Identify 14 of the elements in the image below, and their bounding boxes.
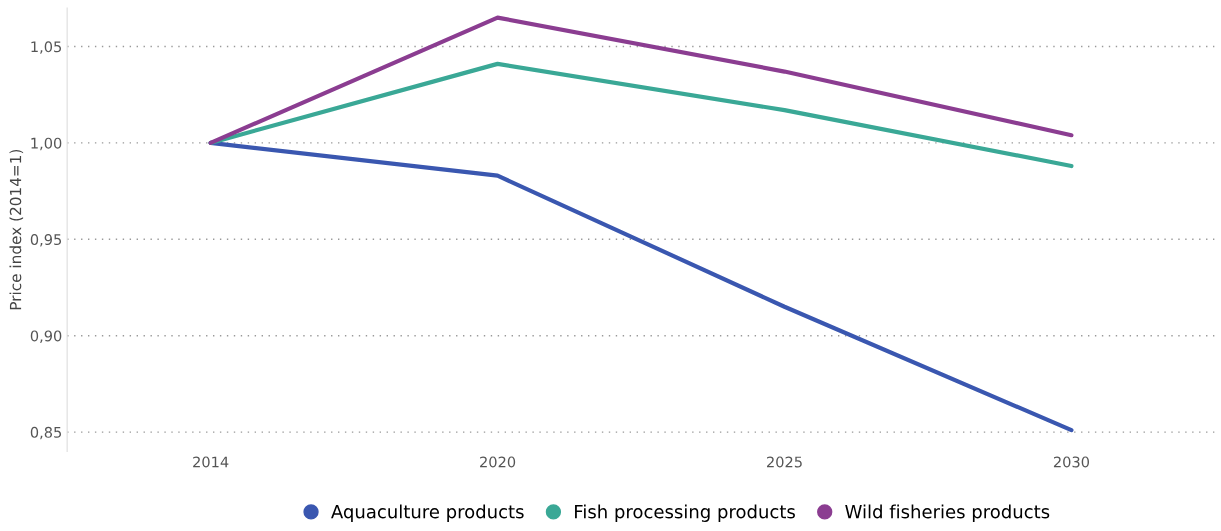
- line-series: [208, 15, 1074, 145]
- legend-label: Wild fisheries products: [845, 504, 1050, 522]
- legend-label: Fish processing products: [575, 504, 795, 522]
- y-tick-label: 1,00: [31, 137, 62, 151]
- legend-label: Aquaculture products: [331, 504, 524, 522]
- y-tick-label: 0,90: [30, 330, 62, 343]
- y-tick-label: 1,05: [31, 41, 62, 54]
- y-tick-label: 0,95: [30, 234, 62, 247]
- x-tick-label: 2014: [193, 456, 229, 468]
- x-tick-label: 2025: [767, 456, 802, 468]
- x-tick-label: 2030: [1053, 456, 1090, 468]
- y-tick-label: 0,85: [30, 426, 62, 440]
- x-tick-label: 2020: [480, 456, 516, 468]
- y-axis-title: Price index (2014=1): [9, 149, 24, 310]
